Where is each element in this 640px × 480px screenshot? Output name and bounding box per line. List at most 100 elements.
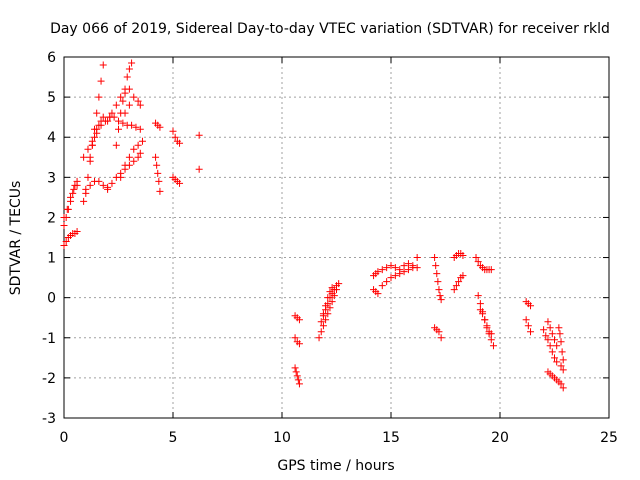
data-point — [483, 322, 491, 330]
series-arc7 — [86, 113, 107, 161]
data-point — [383, 264, 391, 272]
data-point — [553, 342, 561, 350]
data-point — [489, 342, 497, 350]
data-point — [391, 264, 399, 272]
series-arc16 — [169, 127, 184, 147]
data-point — [73, 181, 81, 189]
data-point — [474, 258, 482, 266]
series-arc19 — [291, 312, 303, 324]
data-point — [119, 97, 127, 105]
data-point — [546, 342, 554, 350]
data-point — [73, 227, 81, 235]
data-point — [95, 93, 103, 101]
y-axis-label: SDTVAR / TECUs — [8, 181, 24, 296]
data-point — [156, 187, 164, 195]
data-point — [559, 384, 567, 392]
data-point — [128, 121, 136, 129]
data-point — [544, 318, 552, 326]
data-point — [138, 137, 146, 145]
data-point — [112, 141, 120, 149]
data-point — [459, 252, 467, 260]
data-point — [176, 139, 184, 147]
data-point — [322, 302, 330, 310]
y-tick-label: -1 — [42, 331, 56, 347]
series-arc38 — [522, 316, 535, 336]
data-point — [117, 93, 125, 101]
series-arc32 — [450, 250, 467, 262]
data-point — [80, 153, 88, 161]
series-arc29 — [413, 254, 421, 262]
data-point — [155, 177, 163, 185]
data-point — [434, 278, 442, 286]
data-point — [95, 121, 103, 129]
data-point — [474, 292, 482, 300]
data-point — [559, 356, 567, 364]
data-point — [557, 362, 565, 370]
data-point — [130, 157, 138, 165]
data-point — [435, 286, 443, 294]
grid-layer — [64, 57, 609, 418]
x-tick-label: 20 — [491, 430, 509, 446]
data-point — [136, 101, 144, 109]
data-point — [487, 266, 495, 274]
y-tick-label: 6 — [47, 50, 56, 66]
data-point — [82, 189, 90, 197]
data-point — [544, 336, 552, 344]
data-point — [326, 288, 334, 296]
data-point — [128, 59, 136, 67]
data-point — [95, 177, 103, 185]
data-point — [524, 322, 532, 330]
data-point — [119, 119, 127, 127]
data-point — [317, 318, 325, 326]
data-point — [487, 336, 495, 344]
series-arc6 — [82, 177, 112, 197]
data-point — [319, 322, 327, 330]
data-point — [125, 153, 133, 161]
x-tick-label: 0 — [60, 430, 69, 446]
series-arc18 — [195, 131, 203, 173]
x-axis-label: GPS time / hours — [277, 458, 394, 474]
data-point — [125, 101, 133, 109]
series-arc41 — [544, 368, 567, 392]
series-arc8 — [104, 149, 144, 193]
series-arc9 — [104, 85, 133, 125]
data-point — [93, 125, 101, 133]
data-point — [80, 197, 88, 205]
data-point — [557, 338, 565, 346]
data-point — [400, 268, 408, 276]
series-arc30 — [431, 254, 445, 304]
data-point — [433, 270, 441, 278]
data-point — [378, 266, 386, 274]
series-arc26 — [370, 286, 382, 298]
data-point — [487, 330, 495, 338]
data-point — [319, 310, 327, 318]
data-point — [459, 272, 467, 280]
data-point — [156, 123, 164, 131]
data-point — [152, 153, 160, 161]
series-arc37 — [522, 298, 535, 310]
y-tick-label: 4 — [47, 130, 56, 146]
data-point — [130, 145, 138, 153]
data-point — [99, 61, 107, 69]
data-point — [108, 109, 116, 117]
data-point — [450, 286, 458, 294]
data-point — [374, 290, 382, 298]
data-point — [93, 109, 101, 117]
data-point — [60, 213, 68, 221]
data-point — [374, 268, 382, 276]
data-point — [169, 127, 177, 135]
data-point — [548, 330, 556, 338]
data-point — [328, 284, 336, 292]
data-point — [558, 348, 566, 356]
y-tick-label: -3 — [42, 411, 56, 427]
data-point — [472, 254, 480, 262]
data-point — [91, 133, 99, 141]
data-point — [67, 193, 75, 201]
data-point — [70, 185, 78, 193]
data-point — [317, 328, 325, 336]
data-point — [400, 262, 408, 270]
data-point — [115, 125, 122, 133]
data-point — [452, 282, 460, 290]
series-arc42 — [555, 324, 567, 364]
data-point — [112, 101, 120, 109]
